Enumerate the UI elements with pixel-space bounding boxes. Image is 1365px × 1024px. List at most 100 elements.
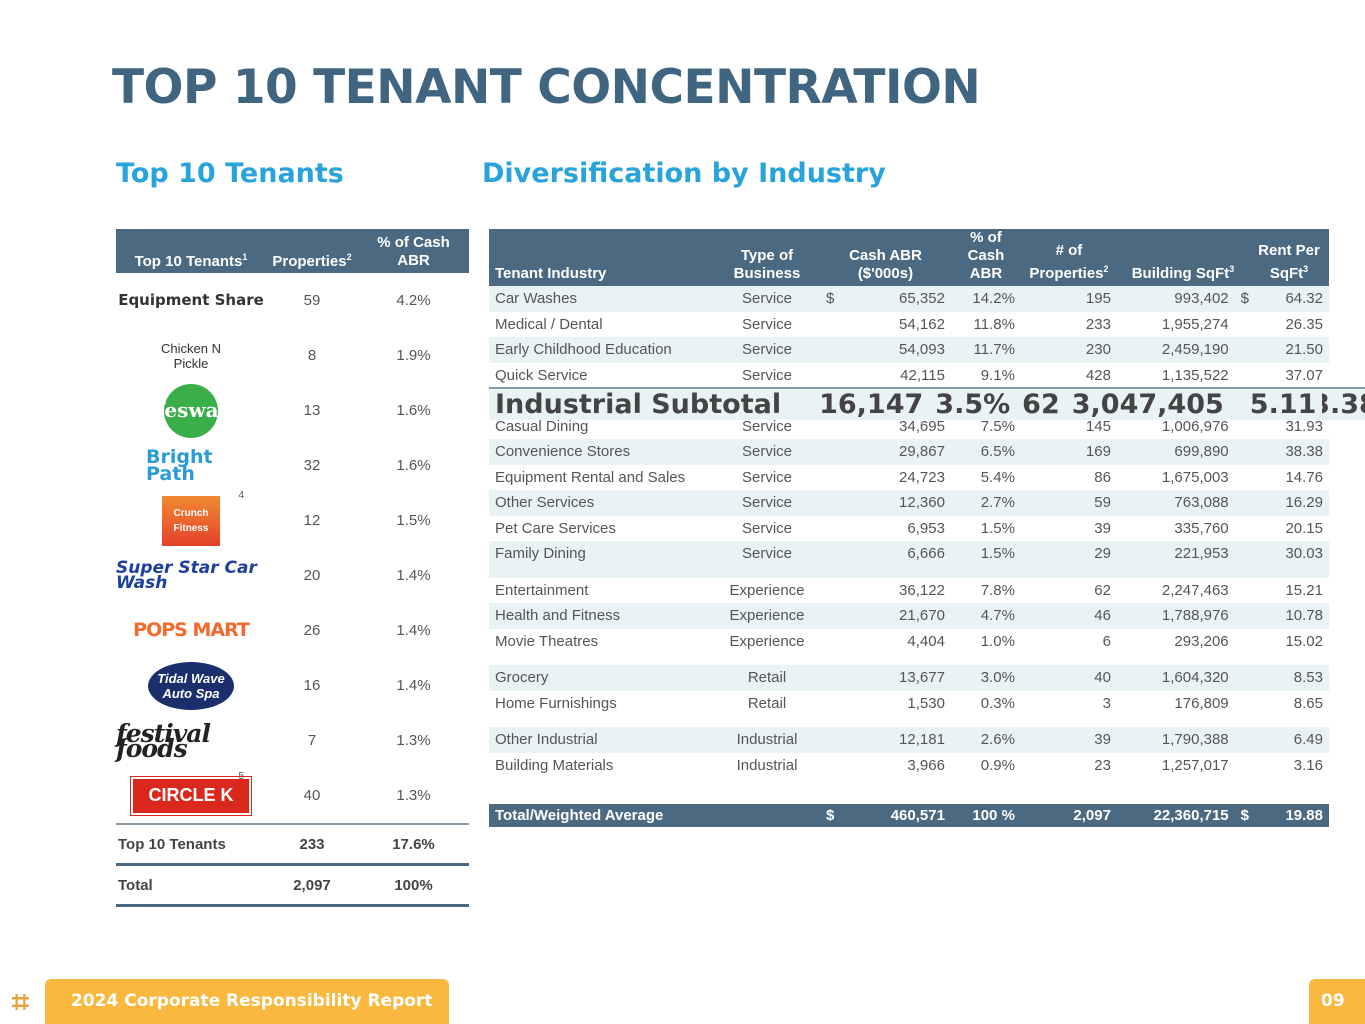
tenant-logo: Yesway — [152, 383, 230, 438]
cell-type: Service — [741, 366, 793, 384]
cell-type: Service — [714, 439, 820, 465]
spacer-row — [489, 654, 1329, 665]
properties: 233 — [299, 835, 325, 853]
cell-type: Service — [741, 519, 793, 537]
header-industry: Tenant Industry — [489, 229, 714, 286]
cell-dollar — [820, 629, 834, 655]
cell-sqft: 2,459,190 — [1116, 337, 1235, 363]
tenant-row: POPS MART 26 1.4% — [116, 603, 469, 658]
cell-rent: 8.53 — [1249, 665, 1329, 691]
cell-sqft: 1,257,017 — [1161, 756, 1229, 774]
cell-props: 86 — [1094, 468, 1111, 486]
header-properties: Properties — [272, 253, 347, 270]
pct: 1.4% — [396, 622, 431, 639]
table-row: Convenience Stores Service 29,867 6.5% 169 69… — [489, 439, 1329, 465]
table-row: Equipment Rental and Sales Service 24,723 5… — [489, 465, 1329, 491]
cell-pct: 2.6% — [950, 727, 1021, 753]
properties: 59 — [303, 292, 321, 309]
table-row: Home Furnishings Retail 1,530 0.3% 3 176,809 8… — [489, 691, 1329, 717]
properties: 40 — [303, 787, 321, 804]
cell-pct: 0.9% — [980, 756, 1015, 774]
cell-type: Experience — [714, 603, 820, 629]
cell-abr: 3,966 — [907, 756, 945, 774]
cell-type: Retail — [747, 694, 787, 712]
cell-dollar2: $ — [1234, 804, 1249, 827]
cell-dollar2 — [1235, 312, 1249, 338]
total-row: Total 2,097 100% — [116, 866, 469, 904]
subtotal-row: Industrial Subtotal 16,147 3.5% 62 3,047,405… — [489, 387, 1323, 420]
footnote: 5 — [238, 770, 244, 782]
cell-sqft: 3,047,405 — [1065, 387, 1230, 420]
brand-mark-icon: ⌗ — [12, 986, 29, 1019]
cell-sqft: 993,402 — [1116, 286, 1235, 312]
cell-type: Industrial — [714, 727, 820, 753]
cell-props: 233 — [1085, 315, 1111, 333]
cell-dollar2 — [1235, 363, 1249, 389]
cell-abr: 54,093 — [834, 337, 951, 363]
cell-type: Service — [741, 468, 793, 486]
cell-industry: Family Dining — [489, 541, 714, 567]
cell-type — [787, 387, 800, 420]
cell-dollar2 — [1235, 753, 1249, 779]
cell-abr: 1,530 — [907, 694, 945, 712]
pct: 1.6% — [396, 402, 431, 419]
cell-pct: 5.4% — [980, 468, 1015, 486]
cell-pct: 7.5% — [980, 417, 1015, 435]
footnote: 3 — [1229, 264, 1235, 274]
properties: 32 — [303, 457, 321, 474]
cell-props: 62 — [1094, 581, 1111, 599]
cell-pct: 7.8% — [980, 581, 1015, 599]
top-tenants-table: Top 10 Tenants1 Properties2 % of Cash AB… — [116, 229, 469, 907]
header-type: Type of Business — [714, 229, 820, 286]
cell-sqft: 1,788,976 — [1116, 603, 1235, 629]
cell-dollar — [820, 363, 834, 389]
cell-sqft: 1,135,522 — [1161, 366, 1229, 384]
cell-industry: Grocery — [489, 665, 714, 691]
cell-dollar2 — [1235, 691, 1249, 717]
industry-table: Tenant Industry Type of Business Cash AB… — [489, 229, 1365, 827]
table-row: Early Childhood Education Service 54,093 11… — [489, 337, 1329, 363]
cell-props: 23 — [1094, 756, 1111, 774]
cell-props: 3 — [1102, 694, 1111, 712]
cell-type: Service — [741, 417, 793, 435]
cell-rent: 31.93 — [1285, 417, 1323, 435]
cell-sqft: 22,360,715 — [1116, 804, 1235, 827]
cell-rent: 5.11 — [1243, 387, 1323, 420]
cell-type — [714, 804, 820, 827]
cell-rent: 38.38 — [1249, 439, 1329, 465]
tenant-row: Equipment Share 59 4.2% — [116, 273, 469, 328]
properties: 8 — [307, 347, 317, 364]
table-row: Grocery Retail 13,677 3.0% 40 1,604,320 8.53 — [489, 665, 1329, 691]
cell-props: 29 — [1020, 541, 1117, 567]
cell-abr: 12,181 — [834, 727, 951, 753]
cell-props: 59 — [1020, 490, 1117, 516]
cell-sqft: 2,247,463 — [1161, 581, 1229, 599]
cell-rent: 3.16 — [1293, 756, 1323, 774]
cell-props: 62 — [1016, 387, 1066, 420]
cell-abr: 12,360 — [834, 490, 951, 516]
cell-dollar — [820, 439, 835, 465]
table-row: Other Industrial Industrial 12,181 2.6% 39 1,… — [489, 727, 1329, 753]
tenant-row: CIRCLE K 5 40 1.3% — [116, 768, 469, 823]
cell-industry: Medical / Dental — [495, 315, 603, 333]
properties: 12 — [303, 512, 321, 529]
cell-rent: 10.78 — [1249, 603, 1329, 629]
cell-abr: 4,404 — [907, 632, 945, 650]
table-row: Car Washes Service $65,352 14.2% 195 993,402 $… — [489, 286, 1329, 312]
cell-dollar2 — [1234, 603, 1249, 629]
pct: 1.9% — [396, 347, 431, 364]
cell-sqft: 221,953 — [1116, 541, 1235, 567]
cell-industry: Entertainment — [495, 581, 589, 599]
cell-props: 40 — [1020, 665, 1117, 691]
cell-dollar — [820, 490, 835, 516]
footnote: 2 — [1103, 264, 1109, 274]
cell-props: 39 — [1094, 519, 1111, 537]
cell-industry: Building Materials — [495, 756, 614, 774]
cell-props: 428 — [1085, 366, 1111, 384]
pct: 1.5% — [396, 512, 431, 529]
pct: 17.6% — [392, 835, 435, 853]
properties: 2,097 — [293, 876, 331, 894]
cell-rent: 8.65 — [1293, 694, 1323, 712]
cell-dollar — [820, 727, 835, 753]
cell-type: Retail — [714, 665, 820, 691]
